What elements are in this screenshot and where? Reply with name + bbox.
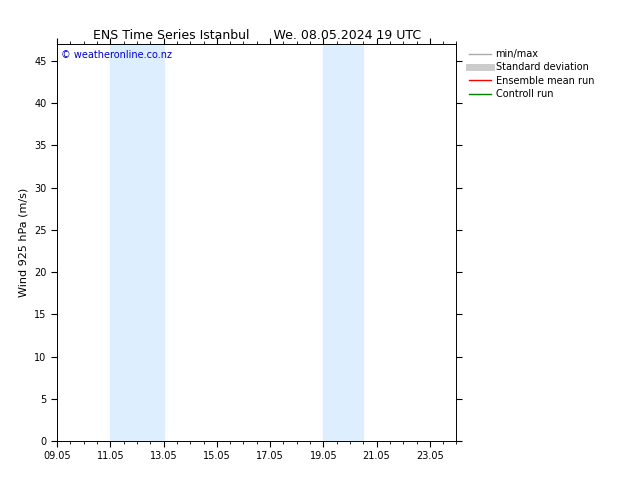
Y-axis label: Wind 925 hPa (m/s): Wind 925 hPa (m/s) [18,188,29,297]
Text: © weatheronline.co.nz: © weatheronline.co.nz [61,50,172,60]
Title: ENS Time Series Istanbul      We. 08.05.2024 19 UTC: ENS Time Series Istanbul We. 08.05.2024 … [93,28,421,42]
Legend: min/max, Standard deviation, Ensemble mean run, Controll run: min/max, Standard deviation, Ensemble me… [469,49,594,99]
Bar [110,44,164,441]
Bar [323,44,363,441]
